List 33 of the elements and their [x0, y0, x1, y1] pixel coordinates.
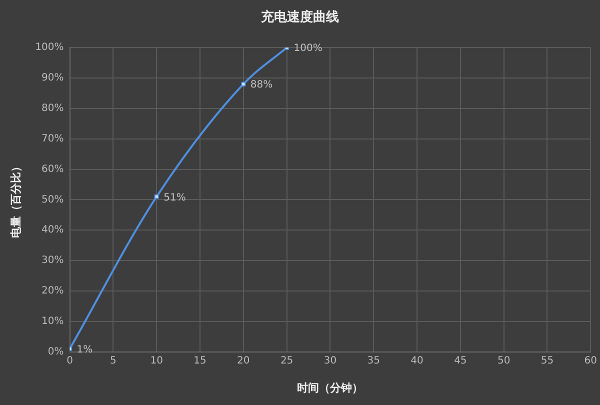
data-label: 1%: [76, 344, 93, 356]
y-tick-label: 80%: [42, 103, 64, 114]
y-tick-label: 60%: [42, 164, 64, 175]
y-axis-title: 电量（百分比）: [9, 161, 22, 238]
y-tick-label: 20%: [42, 286, 64, 297]
x-tick-label: 20: [237, 355, 250, 366]
data-label: 88%: [250, 80, 273, 91]
x-tick-label: 45: [454, 355, 467, 366]
y-tick-label: 10%: [42, 316, 64, 327]
data-label: 100%: [294, 43, 322, 54]
point: [241, 82, 246, 86]
data-label: 51%: [164, 192, 186, 204]
x-tick-label: 15: [194, 355, 206, 366]
x-tick-label: 50: [497, 355, 510, 366]
y-tick-label: 100%: [35, 42, 64, 54]
x-tick-label: 0: [66, 355, 73, 366]
x-tick-label: 55: [540, 355, 554, 366]
x-tick-label: 10: [150, 355, 163, 366]
chart-title: 充电速度曲线: [260, 9, 339, 26]
x-tick-label: 30: [324, 355, 337, 366]
y-tick-label: 40%: [42, 224, 64, 236]
point: [154, 194, 159, 199]
y-tick-label: 70%: [42, 133, 64, 144]
y-tick-label: 50%: [42, 194, 64, 206]
y-tick-label: 0%: [48, 346, 64, 358]
x-tick-label: 60: [584, 355, 598, 366]
x-axis-title: 时间（分钟）: [297, 381, 364, 394]
x-tick-label: 40: [410, 355, 424, 366]
y-tick-label: 90%: [42, 72, 64, 84]
y-tick-label: 30%: [42, 255, 64, 266]
x-tick-label: 25: [280, 355, 294, 366]
x-tick-label: 5: [110, 355, 116, 366]
x-tick-label: 35: [367, 355, 380, 366]
